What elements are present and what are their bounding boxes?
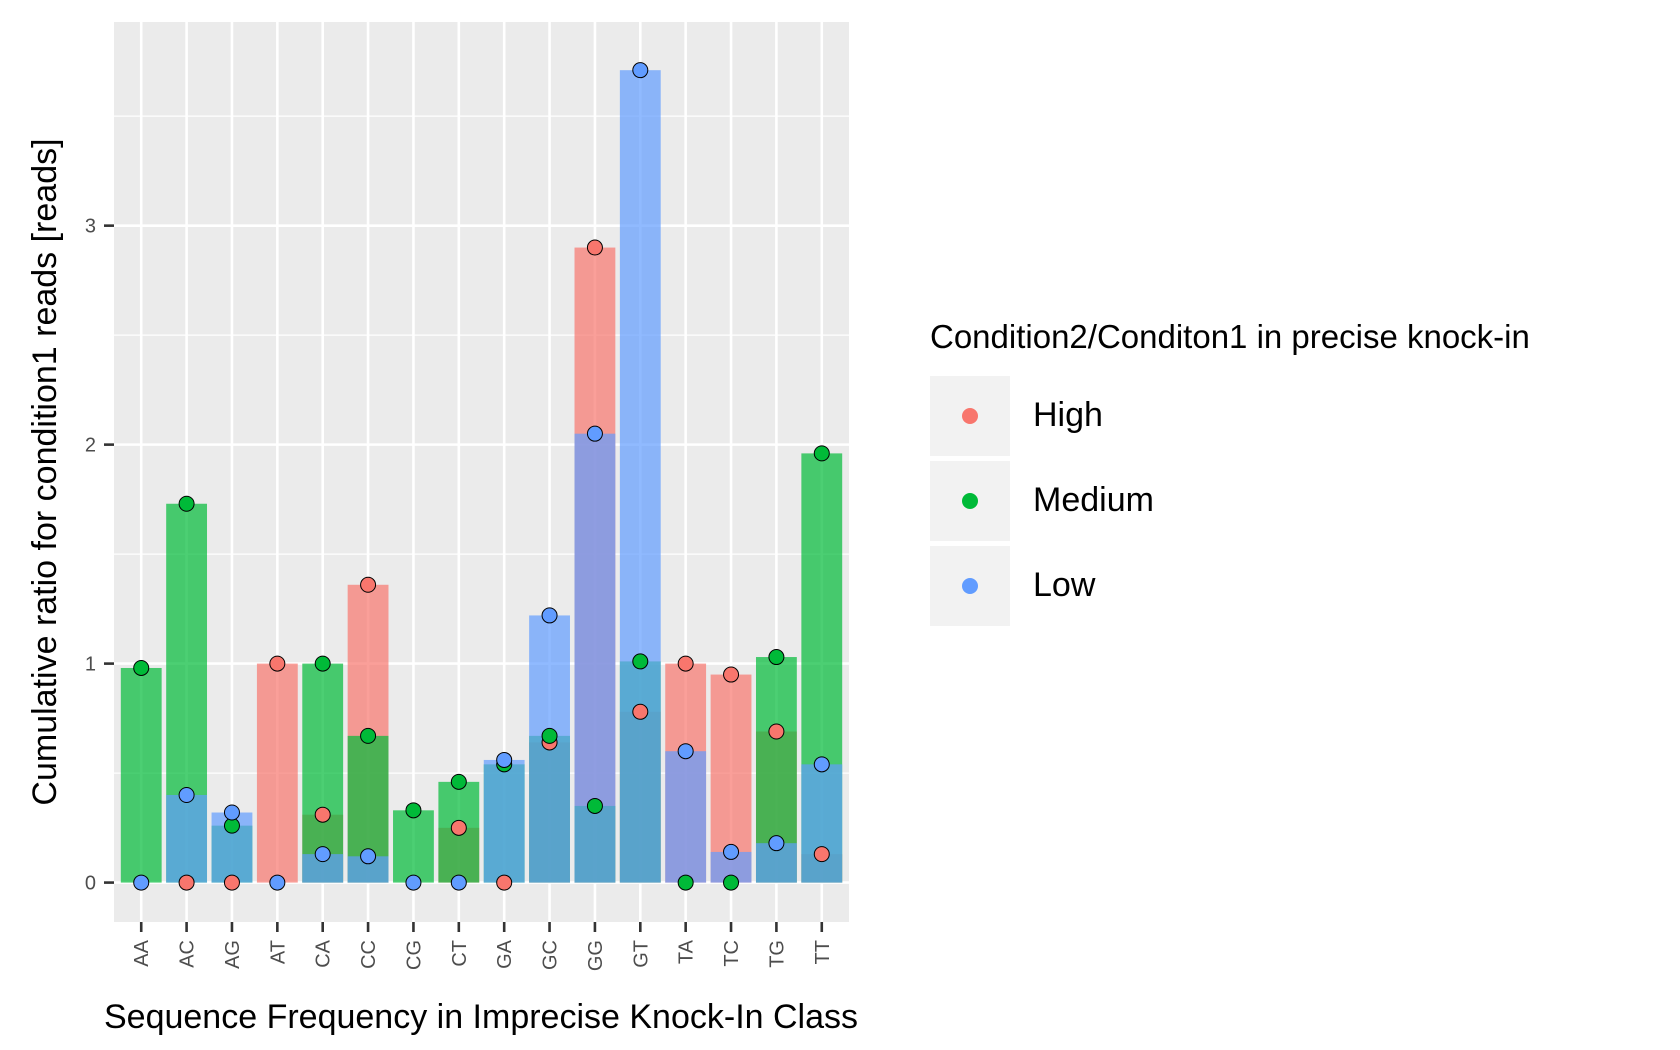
point-low-TC bbox=[723, 843, 740, 860]
bar-low-AC bbox=[166, 794, 208, 883]
x-tick-label: TG bbox=[766, 940, 788, 968]
x-tick-label: CA bbox=[313, 939, 335, 967]
y-axis: 0 1 2 3 bbox=[85, 216, 114, 895]
point-low-CA bbox=[314, 846, 331, 863]
point-low-GT bbox=[632, 62, 649, 79]
y-tick-label: 1 bbox=[85, 654, 96, 676]
x-tick-label: GG bbox=[585, 940, 607, 971]
bar-medium-AA bbox=[120, 667, 162, 883]
point-low-GG bbox=[586, 425, 603, 442]
point-medium-AA bbox=[133, 659, 150, 676]
point-high-AG bbox=[223, 874, 240, 891]
legend-dot-icon bbox=[962, 408, 978, 424]
point-high-TC bbox=[723, 666, 740, 683]
legend-key bbox=[930, 546, 1010, 626]
point-medium-GC bbox=[541, 727, 558, 744]
legend-item-medium: Medium bbox=[930, 461, 1330, 541]
point-high-GG bbox=[586, 239, 603, 256]
point-medium-CC bbox=[360, 727, 377, 744]
bar-low-TA bbox=[665, 751, 707, 883]
legend: Condition2/Conditon1 in precise knock-in… bbox=[930, 318, 1530, 626]
points bbox=[133, 62, 830, 891]
legend-title: Condition2/Conditon1 in precise knock-in bbox=[930, 318, 1530, 355]
y-axis-title: Cumulative ratio for condition1 reads [r… bbox=[26, 138, 64, 805]
x-tick-label: GA bbox=[494, 939, 516, 969]
bar-high-AT bbox=[256, 663, 298, 883]
point-low-AA bbox=[133, 874, 150, 891]
point-medium-TG bbox=[768, 649, 785, 666]
point-high-CT bbox=[450, 819, 467, 836]
bar-low-GA bbox=[483, 759, 525, 883]
point-medium-TT bbox=[813, 445, 830, 462]
legend-label: Low bbox=[1033, 566, 1096, 604]
point-low-GA bbox=[496, 751, 513, 768]
point-high-GT bbox=[632, 703, 649, 720]
point-low-AT bbox=[269, 874, 286, 891]
legend-dot-icon bbox=[962, 493, 978, 509]
point-medium-TC bbox=[723, 874, 740, 891]
point-low-TG bbox=[768, 835, 785, 852]
legend-dot-icon bbox=[962, 578, 978, 594]
point-high-TT bbox=[813, 846, 830, 863]
bar-low-GT bbox=[619, 70, 661, 883]
y-tick-label: 3 bbox=[85, 216, 96, 238]
point-low-CT bbox=[450, 874, 467, 891]
point-medium-AC bbox=[178, 495, 195, 512]
x-axis-title: Sequence Frequency in Imprecise Knock-In… bbox=[104, 998, 858, 1036]
legend-label: High bbox=[1033, 396, 1103, 434]
x-tick-label: TC bbox=[721, 940, 743, 967]
x-tick-label: AT bbox=[267, 940, 289, 964]
point-medium-GT bbox=[632, 653, 649, 670]
point-low-GC bbox=[541, 607, 558, 624]
x-tick-label: GT bbox=[630, 940, 652, 968]
x-tick-label: GC bbox=[540, 940, 562, 970]
point-low-TT bbox=[813, 756, 830, 773]
legend-label: Medium bbox=[1033, 481, 1154, 519]
y-tick-label: 2 bbox=[85, 435, 96, 457]
point-high-CC bbox=[360, 576, 377, 593]
point-medium-CG bbox=[405, 802, 422, 819]
x-tick-label: CT bbox=[449, 940, 471, 967]
point-low-AC bbox=[178, 786, 195, 803]
point-medium-CA bbox=[314, 655, 331, 672]
point-low-AG bbox=[223, 804, 240, 821]
point-medium-TA bbox=[677, 874, 694, 891]
bar-medium-CG bbox=[393, 810, 434, 883]
point-high-CA bbox=[314, 806, 331, 823]
point-low-TA bbox=[677, 743, 694, 760]
y-tick-label: 0 bbox=[85, 873, 96, 895]
point-low-CG bbox=[405, 874, 422, 891]
point-high-TA bbox=[677, 655, 694, 672]
bar-low-TT bbox=[801, 764, 843, 883]
legend-key bbox=[930, 376, 1010, 456]
x-tick-label: CC bbox=[358, 940, 380, 969]
x-tick-label: TT bbox=[812, 940, 834, 964]
x-tick-label: CG bbox=[403, 940, 425, 970]
x-axis: AA AC AG AT CA CC CG CT GA GC GG GT TA TC TG TT bbox=[131, 922, 834, 971]
bar-low-GG bbox=[574, 433, 616, 883]
x-tick-label: AG bbox=[222, 940, 244, 969]
point-high-AT bbox=[269, 655, 286, 672]
legend-item-low: Low bbox=[930, 546, 1330, 626]
legend-item-high: High bbox=[930, 376, 1330, 456]
x-tick-label: AC bbox=[177, 940, 199, 968]
bar-medium-CA bbox=[302, 663, 344, 883]
point-high-AC bbox=[178, 874, 195, 891]
legend-key bbox=[930, 461, 1010, 541]
point-high-TG bbox=[768, 723, 785, 740]
point-low-CC bbox=[360, 848, 377, 865]
point-medium-CT bbox=[450, 773, 467, 790]
x-tick-label: TA bbox=[676, 939, 698, 964]
point-medium-GG bbox=[586, 797, 603, 814]
point-high-GA bbox=[496, 874, 513, 891]
x-tick-label: AA bbox=[131, 939, 153, 966]
